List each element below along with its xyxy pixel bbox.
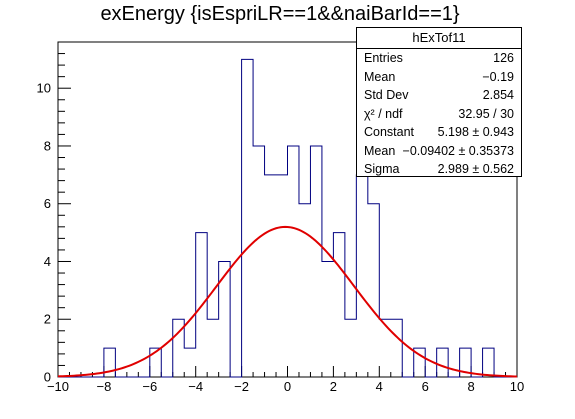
x-tick-label: −6	[142, 379, 157, 394]
stats-row-fit-mean: Mean −0.09402 ± 0.35373	[357, 142, 521, 161]
stats-label: Constant	[364, 125, 415, 139]
stats-row-mean: Mean −0.19	[357, 68, 521, 87]
y-tick-label: 6	[44, 196, 51, 211]
stats-label: Entries	[364, 51, 403, 65]
x-tick-label: 10	[510, 379, 524, 394]
x-tick-label: 0	[284, 379, 291, 394]
y-tick-label: 4	[44, 254, 51, 269]
y-tick-label: 8	[44, 138, 51, 153]
x-tick-label: −8	[96, 379, 111, 394]
y-tick-label: 0	[44, 370, 51, 385]
stats-value: −0.19	[482, 69, 514, 84]
stats-value: 5.198 ± 0.943	[437, 125, 514, 139]
stats-value: −0.09402 ± 0.35373	[402, 143, 514, 158]
x-tick-labels: −10 −8 −6 −4 −2 0 2 4 6 8 10	[47, 379, 524, 394]
stats-title: hExTof11	[357, 28, 521, 49]
stats-label: Sigma	[364, 162, 400, 176]
stats-row-chi2: χ² / ndf 32.95 / 30	[357, 105, 521, 124]
x-tick-label: 6	[422, 379, 429, 394]
stats-value: 32.95 / 30	[458, 106, 514, 121]
stats-label: Mean	[364, 69, 396, 84]
x-tick-label: −2	[234, 379, 249, 394]
gaussian-fit-curve	[57, 225, 518, 378]
chart-title: exEnergy {isEspriLR==1&&naiBarId==1}	[100, 3, 460, 25]
stats-row-constant: Constant 5.198 ± 0.943	[357, 123, 521, 142]
x-tick-label: 8	[467, 379, 474, 394]
stats-row-stddev: Std Dev 2.854	[357, 86, 521, 105]
stats-label: Mean	[364, 143, 396, 158]
x-tick-label: −10	[47, 379, 69, 394]
y-tick-label: 10	[37, 81, 51, 96]
stats-box: hExTof11 Entries 126 Mean −0.19 Std Dev …	[356, 27, 522, 177]
stats-label: χ² / ndf	[364, 106, 403, 121]
x-tick-label: −4	[188, 379, 203, 394]
stats-label: Std Dev	[364, 88, 409, 102]
y-tick-label: 2	[44, 312, 51, 327]
stats-value: 2.989 ± 0.562	[437, 162, 514, 176]
x-tick-label: 4	[376, 379, 383, 394]
stats-value: 2.854	[482, 88, 514, 102]
stats-row-entries: Entries 126	[357, 49, 521, 68]
y-tick-labels: 0 2 4 6 8 10	[37, 81, 51, 385]
stats-row-sigma: Sigma 2.989 ± 0.562	[357, 160, 521, 179]
x-tick-label: 2	[330, 379, 337, 394]
stats-value: 126	[493, 51, 514, 65]
